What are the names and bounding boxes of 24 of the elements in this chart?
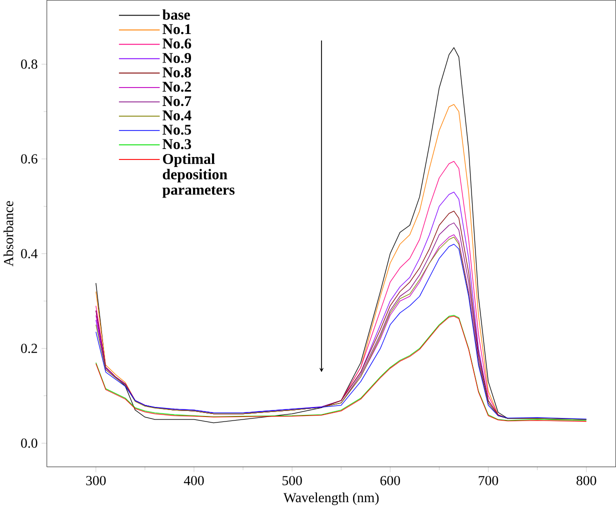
x-tick-label: 700 [478, 476, 498, 486]
legend-label: No.3 [162, 139, 192, 150]
x-tick-label: 800 [576, 476, 596, 486]
y-tick-label: 0.8 [21, 60, 38, 70]
legend-label: No.9 [162, 53, 192, 64]
y-tick-label: 0.2 [21, 344, 38, 354]
legend-label: No.4 [162, 110, 192, 121]
x-axis-title: Wavelength (nm) [283, 492, 379, 506]
legend-label: base [162, 10, 190, 20]
x-tick-label: 400 [184, 476, 204, 486]
x-tick-label: 500 [282, 476, 302, 486]
y-axis-title: Absorbance [4, 201, 14, 267]
y-tick-label: 0.4 [21, 249, 38, 259]
legend-label: No.6 [162, 38, 192, 49]
y-tick-label: 0.6 [21, 154, 38, 164]
legend-label: Optimal deposition parameters [162, 154, 235, 198]
x-tick-label: 600 [380, 476, 400, 486]
legend-label: No.2 [162, 82, 191, 92]
legend-label: No.8 [162, 68, 192, 78]
x-tick-label: 300 [86, 476, 106, 486]
legend-label: No.1 [162, 24, 191, 34]
legend-label: No.7 [162, 96, 192, 106]
y-tick-label: 0.0 [21, 438, 38, 448]
legend-label: No.5 [162, 125, 192, 135]
